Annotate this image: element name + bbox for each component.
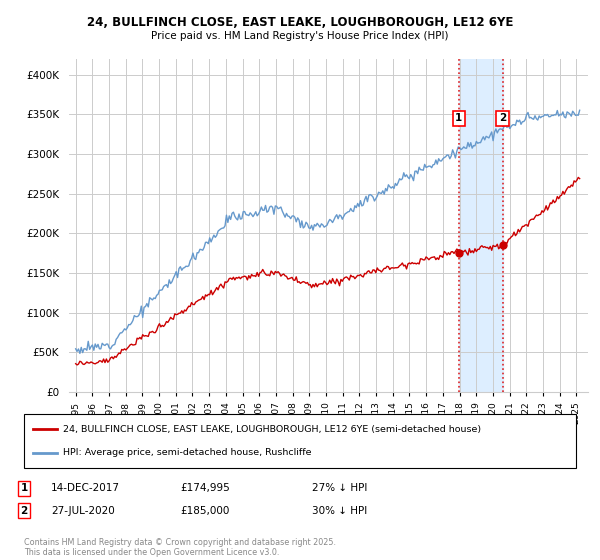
Text: 24, BULLFINCH CLOSE, EAST LEAKE, LOUGHBOROUGH, LE12 6YE: 24, BULLFINCH CLOSE, EAST LEAKE, LOUGHBO… [87,16,513,29]
Text: 24, BULLFINCH CLOSE, EAST LEAKE, LOUGHBOROUGH, LE12 6YE (semi-detached house): 24, BULLFINCH CLOSE, EAST LEAKE, LOUGHBO… [63,425,481,434]
Text: Contains HM Land Registry data © Crown copyright and database right 2025.
This d: Contains HM Land Registry data © Crown c… [24,538,336,557]
Text: 14-DEC-2017: 14-DEC-2017 [51,483,120,493]
Text: 27-JUL-2020: 27-JUL-2020 [51,506,115,516]
Bar [459,59,503,392]
Text: £185,000: £185,000 [180,506,229,516]
Text: HPI: Average price, semi-detached house, Rushcliffe: HPI: Average price, semi-detached house,… [63,448,311,457]
Text: 2: 2 [20,506,28,516]
Text: 1: 1 [20,483,28,493]
Text: Price paid vs. HM Land Registry's House Price Index (HPI): Price paid vs. HM Land Registry's House … [151,31,449,41]
Text: 2: 2 [499,113,506,123]
Text: 30% ↓ HPI: 30% ↓ HPI [312,506,367,516]
Text: £174,995: £174,995 [180,483,230,493]
Text: 1: 1 [455,113,463,123]
Text: 27% ↓ HPI: 27% ↓ HPI [312,483,367,493]
